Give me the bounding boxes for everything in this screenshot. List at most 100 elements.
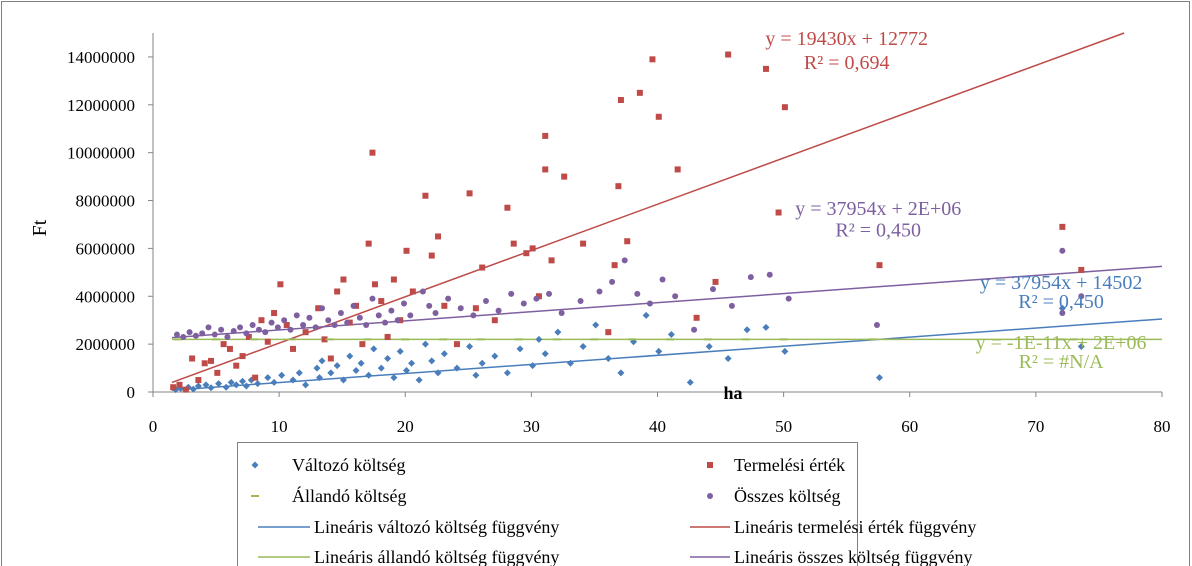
data-point: [346, 352, 354, 360]
data-point: [396, 347, 404, 355]
data-point: [227, 378, 235, 386]
data-point: [239, 353, 246, 360]
data-point: [472, 371, 480, 379]
data-point: [552, 338, 561, 341]
data-point: [655, 113, 662, 120]
data-point: [264, 338, 271, 345]
data-point: [289, 376, 297, 384]
data-point: [579, 343, 587, 351]
data-point: [337, 310, 344, 317]
y-tick-label: 10000000: [67, 144, 135, 163]
data-point: [289, 345, 296, 352]
data-point: [709, 286, 716, 293]
y-tick-label: 14000000: [67, 48, 135, 67]
data-point: [377, 364, 385, 372]
data-point: [382, 319, 389, 326]
data-point: [558, 310, 565, 317]
data-point: [408, 359, 416, 367]
data-point: [388, 307, 395, 314]
data-point: [617, 369, 625, 377]
data-point: [201, 360, 208, 367]
legend-label: Termelési érték: [734, 455, 845, 475]
data-point: [785, 295, 792, 302]
data-point: [255, 326, 262, 333]
data-point: [403, 366, 411, 374]
data-point: [604, 354, 612, 362]
data-point: [743, 326, 751, 334]
data-point: [176, 381, 183, 388]
data-point: [182, 386, 189, 393]
data-point: [174, 338, 183, 341]
data-point: [426, 302, 433, 309]
data-point: [274, 324, 281, 331]
legend-label: Változó költség: [292, 455, 405, 475]
trendline-r2: R² = 0,694: [804, 52, 890, 74]
data-point: [249, 338, 258, 341]
data-point: [561, 173, 568, 180]
legend-label: Lineáris változó költség függvény: [314, 517, 559, 537]
data-point: [482, 298, 489, 305]
data-point: [554, 328, 562, 336]
data-point: [724, 354, 732, 362]
x-tick-label: 50: [775, 417, 792, 436]
data-point: [867, 338, 876, 341]
trendline: [171, 318, 1163, 392]
data-point: [369, 149, 376, 156]
data-point: [655, 347, 663, 355]
data-point: [207, 384, 215, 392]
data-point: [352, 366, 360, 374]
y-axis-label: Ft: [29, 219, 51, 236]
data-point: [302, 329, 309, 336]
data-point: [415, 376, 423, 384]
data-point: [295, 369, 303, 377]
data-point: [170, 384, 177, 391]
data-point: [277, 281, 284, 288]
data-point: [611, 262, 618, 269]
data-point: [422, 192, 429, 199]
data-point: [1077, 343, 1085, 351]
data-point: [529, 362, 537, 370]
data-point: [1078, 293, 1085, 300]
data-point: [1058, 304, 1066, 312]
data-point: [1069, 338, 1078, 341]
data-point: [370, 345, 378, 353]
data-point: [369, 295, 376, 302]
data-point: [252, 374, 259, 381]
axes: 0 10 20 30 40 50 60 70 80 0 2000000 4000000 6000000 8…: [67, 33, 1171, 436]
data-point: [325, 317, 332, 324]
data-point: [876, 262, 883, 269]
data-point: [218, 326, 225, 333]
legend-box: [237, 442, 858, 566]
data-point: [390, 276, 397, 283]
data-point: [194, 382, 202, 390]
trendline-r2: R² = 0,450: [835, 219, 921, 241]
data-point: [287, 338, 296, 341]
legend-marker: [251, 461, 259, 469]
data-point: [359, 341, 366, 348]
x-tick-label: 80: [1154, 417, 1171, 436]
data-point: [245, 333, 252, 340]
data-point: [268, 319, 275, 326]
data-point: [472, 305, 479, 312]
trendline-r2: R² = 0,450: [1018, 291, 1104, 313]
data-point: [529, 245, 536, 252]
data-point: [781, 347, 789, 355]
data-point: [514, 338, 523, 341]
data-point: [659, 276, 666, 283]
data-point: [325, 338, 334, 341]
data-point: [705, 343, 713, 351]
data-point: [495, 307, 502, 314]
data-point: [609, 278, 616, 285]
legend-label: Lineáris állandó költség függvény: [314, 547, 559, 566]
data-point: [541, 350, 549, 358]
data-point: [419, 288, 426, 295]
data-point: [321, 336, 328, 343]
data-point: [747, 274, 754, 281]
data-point: [312, 324, 319, 331]
data-point: [319, 305, 326, 312]
trendline-equation: y = 37954x + 14502: [980, 272, 1143, 294]
data-point: [592, 321, 600, 329]
data-point: [202, 381, 210, 389]
data-point: [693, 314, 700, 321]
